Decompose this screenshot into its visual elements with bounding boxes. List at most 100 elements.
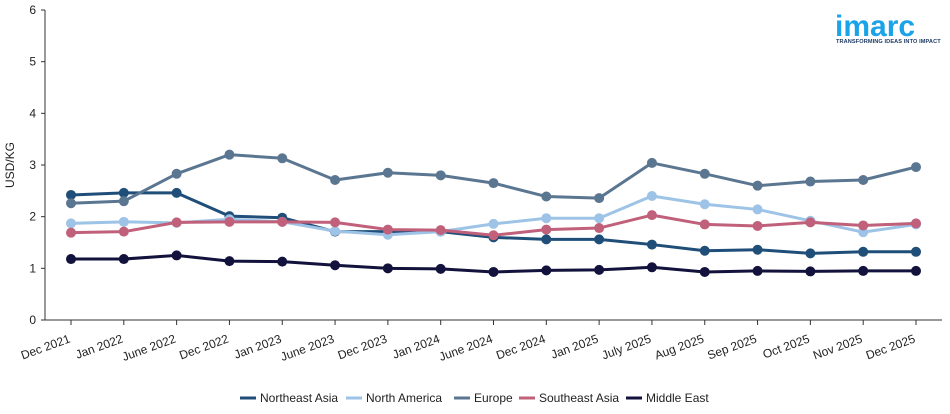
data-point	[646, 262, 657, 273]
series-europe	[66, 149, 921, 209]
data-point	[66, 227, 76, 238]
data-point	[171, 217, 182, 228]
data-point	[66, 198, 76, 209]
data-point	[488, 218, 499, 229]
data-point	[66, 218, 76, 229]
data-point	[541, 234, 552, 245]
data-point	[858, 265, 869, 276]
imarc-logo: imarc TRANSFORMING IDEAS INTO IMPACT	[835, 10, 941, 45]
data-point	[805, 176, 816, 187]
data-point	[752, 180, 763, 191]
data-point	[277, 256, 288, 267]
x-tick-label: June 2022	[120, 332, 178, 364]
data-point	[382, 263, 393, 274]
y-tick-label: 2	[29, 210, 36, 224]
data-point	[858, 174, 869, 185]
data-point	[277, 216, 288, 227]
data-point	[541, 265, 552, 276]
data-point	[541, 224, 552, 235]
x-tick-label: Dec 2021	[19, 332, 72, 363]
series-southeast-asia	[66, 210, 921, 241]
data-point	[435, 170, 446, 181]
data-point	[752, 204, 763, 215]
legend-item: Middle East	[626, 391, 709, 405]
data-point	[488, 230, 499, 241]
y-tick-label: 5	[29, 55, 36, 69]
series-middle-east	[66, 250, 921, 277]
legend-item: Europe	[454, 391, 513, 405]
logo-tagline: TRANSFORMING IDEAS INTO IMPACT	[836, 39, 941, 45]
data-point	[277, 153, 288, 164]
x-tick-label: June 2024	[437, 332, 495, 364]
data-point	[646, 239, 657, 250]
data-point	[224, 216, 235, 227]
data-point	[699, 199, 710, 210]
data-point	[699, 266, 710, 277]
y-tick-label: 1	[29, 261, 36, 275]
data-point	[805, 248, 816, 259]
x-tick-label: Jan 2024	[391, 332, 442, 362]
x-tick-label: Jan 2022	[74, 332, 125, 362]
data-point	[699, 168, 710, 179]
data-point	[66, 254, 76, 265]
legend-item: Northeast Asia	[240, 391, 338, 405]
data-point	[911, 246, 921, 257]
legend-label: Northeast Asia	[260, 391, 338, 405]
y-tick-label: 3	[29, 158, 36, 172]
y-tick-label: 4	[29, 106, 36, 120]
data-point	[330, 174, 341, 185]
data-point	[118, 196, 129, 207]
data-point	[224, 149, 235, 160]
data-point	[488, 266, 499, 277]
legend-label: Middle East	[646, 391, 709, 405]
x-tick-label: June 2023	[279, 332, 337, 364]
x-tick-label: Sep 2025	[706, 332, 759, 363]
legend-label: North America	[366, 391, 442, 405]
x-tick-label: Jan 2025	[549, 332, 600, 362]
data-point	[646, 191, 657, 201]
x-tick-label: Aug 2025	[653, 332, 706, 363]
data-point	[594, 223, 605, 234]
data-point	[911, 162, 921, 173]
logo-wordmark: imarc	[835, 10, 915, 43]
data-point	[330, 260, 341, 271]
series-layer	[66, 149, 921, 277]
data-point	[118, 187, 129, 198]
data-point	[594, 264, 605, 275]
data-point	[911, 265, 921, 276]
x-tick-label: Dec 2024	[494, 332, 547, 363]
data-point	[646, 210, 657, 221]
data-point	[646, 157, 657, 168]
data-point	[911, 218, 921, 229]
y-tick-label: 0	[29, 313, 36, 327]
y-axis-title: USD/KG	[3, 142, 17, 188]
data-point	[541, 191, 552, 202]
data-point	[699, 245, 710, 256]
data-point	[118, 254, 129, 265]
data-point	[118, 226, 129, 237]
data-point	[171, 168, 182, 179]
data-point	[752, 244, 763, 255]
x-tick-label: Nov 2025	[811, 332, 864, 363]
data-point	[752, 220, 763, 231]
data-point	[488, 178, 499, 189]
legend-item: North America	[346, 391, 442, 405]
legend-label: Europe	[474, 391, 513, 405]
data-point	[382, 224, 393, 235]
data-point	[382, 167, 393, 178]
data-point	[594, 213, 605, 224]
legend-item: Southeast Asia	[519, 391, 619, 405]
x-tick-label: Dec 2025	[864, 332, 917, 363]
data-point	[330, 217, 341, 228]
data-point	[330, 226, 341, 237]
data-point	[118, 216, 129, 227]
data-point	[858, 246, 869, 257]
x-tick-label: Dec 2022	[177, 332, 230, 363]
data-point	[224, 256, 235, 267]
data-point	[752, 265, 763, 276]
data-point	[171, 250, 182, 261]
legend-label: Southeast Asia	[539, 391, 619, 405]
data-point	[699, 219, 710, 230]
x-tick-label: Jan 2023	[232, 332, 283, 362]
